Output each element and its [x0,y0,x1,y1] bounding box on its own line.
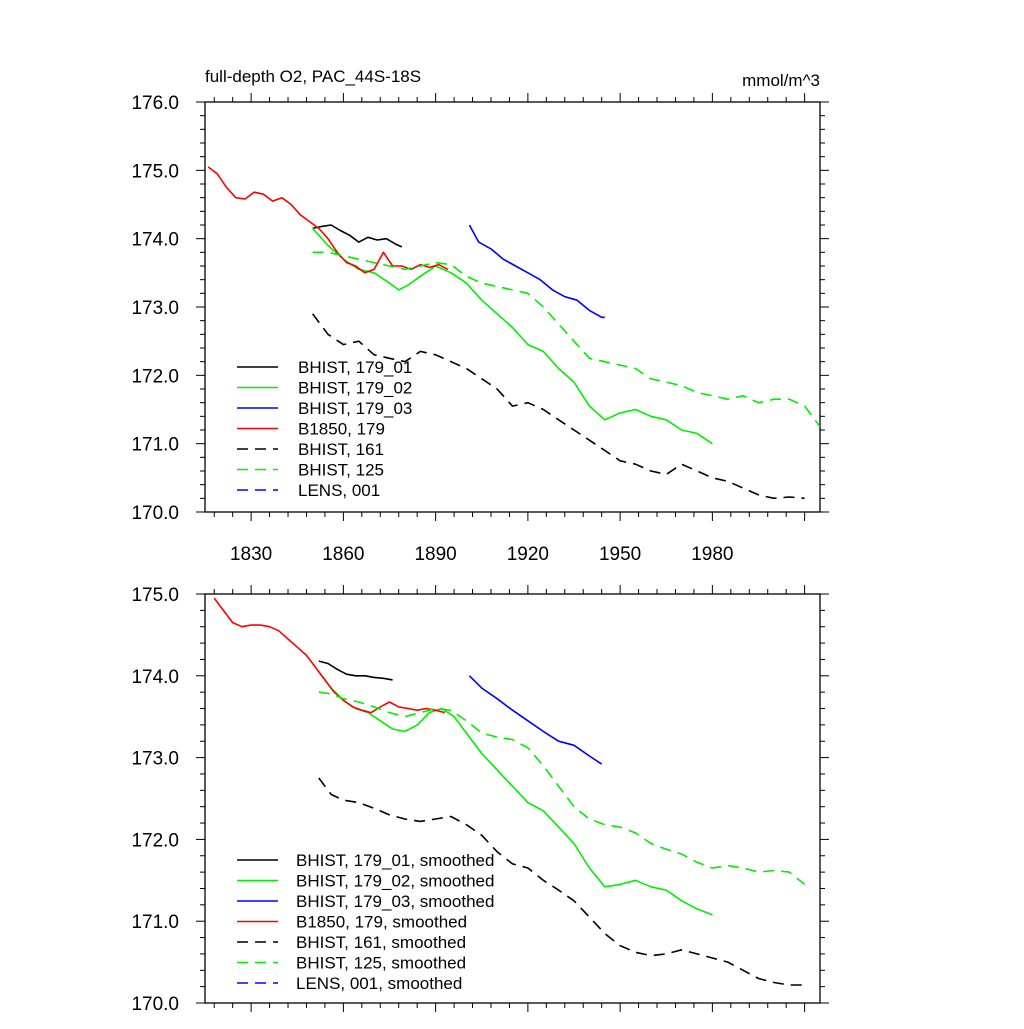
legend-label: BHIST, 179_01 [298,358,412,377]
legend-label: BHIST, 179_02, smoothed [296,872,494,891]
x-tick-label: 1890 [414,544,456,565]
y-tick-label: 173.0 [131,749,179,770]
series-line-bhist-125-smoothed [318,691,806,886]
legend-label: B1850, 179, smoothed [296,913,467,932]
series-line-b1850-179-smoothed [213,597,446,714]
y-tick-label: 172.0 [131,366,179,387]
y-tick-label: 171.0 [131,912,179,933]
legend-label: BHIST, 179_03, smoothed [296,892,494,911]
legend-label: BHIST, 161, smoothed [296,933,466,952]
x-tick-label: 1920 [507,544,549,565]
y-tick-label: 174.0 [131,230,179,251]
plot-frame [204,593,821,1004]
series-line-bhist-161-smoothed [318,777,805,986]
y-tick-label: 172.0 [131,830,179,851]
legend-label: BHIST, 125 [298,461,384,480]
series-line-bhist-125 [312,251,820,428]
series-line-bhist-179-01-smoothed [318,660,393,681]
series-line-bhist-179-01 [312,224,403,248]
y-tick-label: 173.0 [131,298,179,319]
legend-label: BHIST, 161 [298,440,384,459]
legend: BHIST, 179_01, smoothed BHIST, 179_02, sm… [237,851,494,993]
legend-label: BHIST, 179_02 [298,379,412,398]
x-tick-label: 1860 [322,544,364,565]
y-tick-label: 170.0 [131,503,179,524]
chart-title: full-depth O2, PAC_44S-18S [205,67,421,86]
legend-label: BHIST, 179_03 [298,399,412,418]
y-tick-label: 175.0 [131,585,179,606]
y-tick-label: 175.0 [131,161,179,182]
x-tick-label: 1950 [599,544,641,565]
top-panel: 170.0 171.0 172.0 173.0 174.0 175.0 176.0 1830 1… [131,93,829,565]
legend-label: B1850, 179 [298,420,385,439]
bottom-panel: 170.0 171.0 172.0 173.0 174.0 175.0 BHIST, 179… [131,585,829,1015]
legend-label: BHIST, 125, smoothed [296,954,466,973]
legend-label: BHIST, 179_01, smoothed [296,851,494,870]
series-line-bhist-161 [311,313,805,500]
series-line-bhist-179-03 [468,224,605,319]
series-group [213,597,806,986]
legend-label: LENS, 001, smoothed [296,974,462,993]
y-tick-label: 174.0 [131,667,179,688]
series-group [207,166,820,500]
legend-label: LENS, 001 [298,481,380,500]
series-line-bhist-179-03-smoothed [468,675,603,765]
units-label: mmol/m^3 [742,71,820,90]
y-tick-label: 170.0 [131,994,179,1015]
y-tick-label: 176.0 [131,93,179,114]
series-line-bhist-179-02-smoothed [318,671,713,916]
series-line-bhist-179-02 [312,227,713,445]
x-tick-label: 1830 [230,544,272,565]
x-tick-label: 1980 [691,544,733,565]
y-tick-label: 171.0 [131,435,179,456]
